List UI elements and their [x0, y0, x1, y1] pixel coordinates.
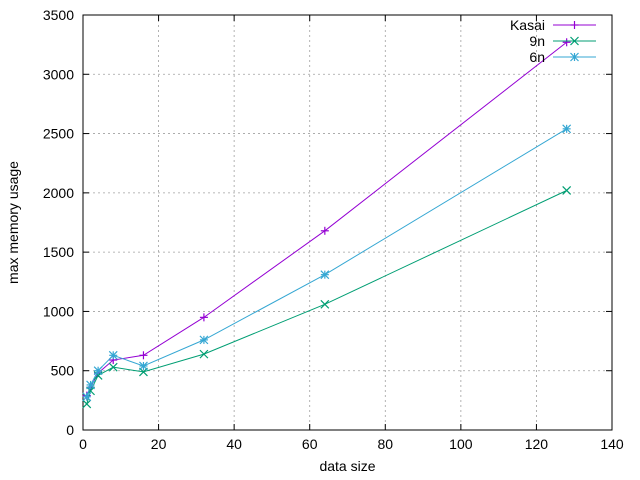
legend-label: 6n [529, 49, 545, 65]
data-point [93, 366, 103, 376]
marker-stroke [199, 335, 209, 345]
data-point [108, 350, 118, 360]
series-9n [82, 186, 572, 409]
marker-stroke [320, 270, 330, 280]
y-tick-label: 2500 [43, 126, 74, 142]
data-point [199, 335, 209, 345]
data-point [570, 52, 579, 62]
marker-stroke [82, 399, 92, 409]
data-point [82, 392, 92, 402]
marker-stroke [570, 36, 579, 46]
x-tick-label: 0 [79, 436, 87, 452]
series-kasai [82, 38, 571, 400]
marker-stroke [570, 52, 579, 62]
marker-stroke [562, 124, 572, 134]
data-point [562, 186, 572, 195]
data-point [562, 38, 571, 47]
axis-ticks: 0 20 40 60 80 100 120 140 0 500 1000 1500 2000 2500 30… [43, 7, 624, 452]
data-point [570, 36, 579, 46]
marker-stroke [320, 299, 330, 309]
legend-label: Kasai [510, 17, 545, 33]
data-point [139, 351, 148, 360]
x-tick-label: 140 [600, 436, 624, 452]
data-point [139, 361, 148, 371]
plot-frame [82, 14, 613, 431]
data-point [320, 226, 329, 235]
x-tick-label: 120 [525, 436, 549, 452]
y-tick-label: 1500 [43, 244, 74, 260]
data-point [562, 124, 572, 134]
marker-stroke [199, 349, 209, 359]
data-point [108, 362, 118, 372]
marker-stroke [82, 392, 92, 402]
y-tick-label: 3500 [43, 7, 74, 23]
x-axis-label: data size [319, 458, 375, 474]
marker-stroke [86, 380, 95, 390]
legend-entry: 6n [529, 49, 596, 65]
data-point [82, 399, 92, 409]
data-point [320, 270, 330, 280]
series-line [86, 128, 567, 397]
x-tick-label: 40 [226, 436, 242, 452]
data-point [320, 299, 330, 309]
y-axis-label: max memory usage [5, 161, 21, 284]
x-tick-label: 60 [302, 436, 318, 452]
marker-stroke [562, 186, 572, 195]
x-tick-label: 100 [449, 436, 473, 452]
y-tick-label: 3000 [43, 66, 74, 82]
data-point [570, 21, 579, 29]
x-tick-label: 80 [377, 436, 393, 452]
series-6n [82, 124, 572, 402]
data-point [199, 349, 209, 359]
y-tick-label: 1000 [43, 303, 74, 319]
marker-stroke [108, 362, 118, 372]
series-group [82, 38, 572, 409]
x-tick-label: 20 [151, 436, 167, 452]
grid [83, 15, 612, 430]
legend-entry: Kasai [510, 17, 596, 33]
legend-entry: 9n [529, 33, 596, 49]
series-line [86, 190, 567, 405]
legend-label: 9n [529, 33, 545, 49]
y-tick-label: 0 [66, 422, 74, 438]
marker-stroke [93, 366, 103, 376]
marker-stroke [108, 350, 118, 360]
marker-stroke [139, 361, 148, 371]
y-tick-label: 500 [51, 363, 75, 379]
data-point [199, 313, 208, 322]
data-point [86, 380, 95, 390]
y-tick-label: 2000 [43, 185, 74, 201]
